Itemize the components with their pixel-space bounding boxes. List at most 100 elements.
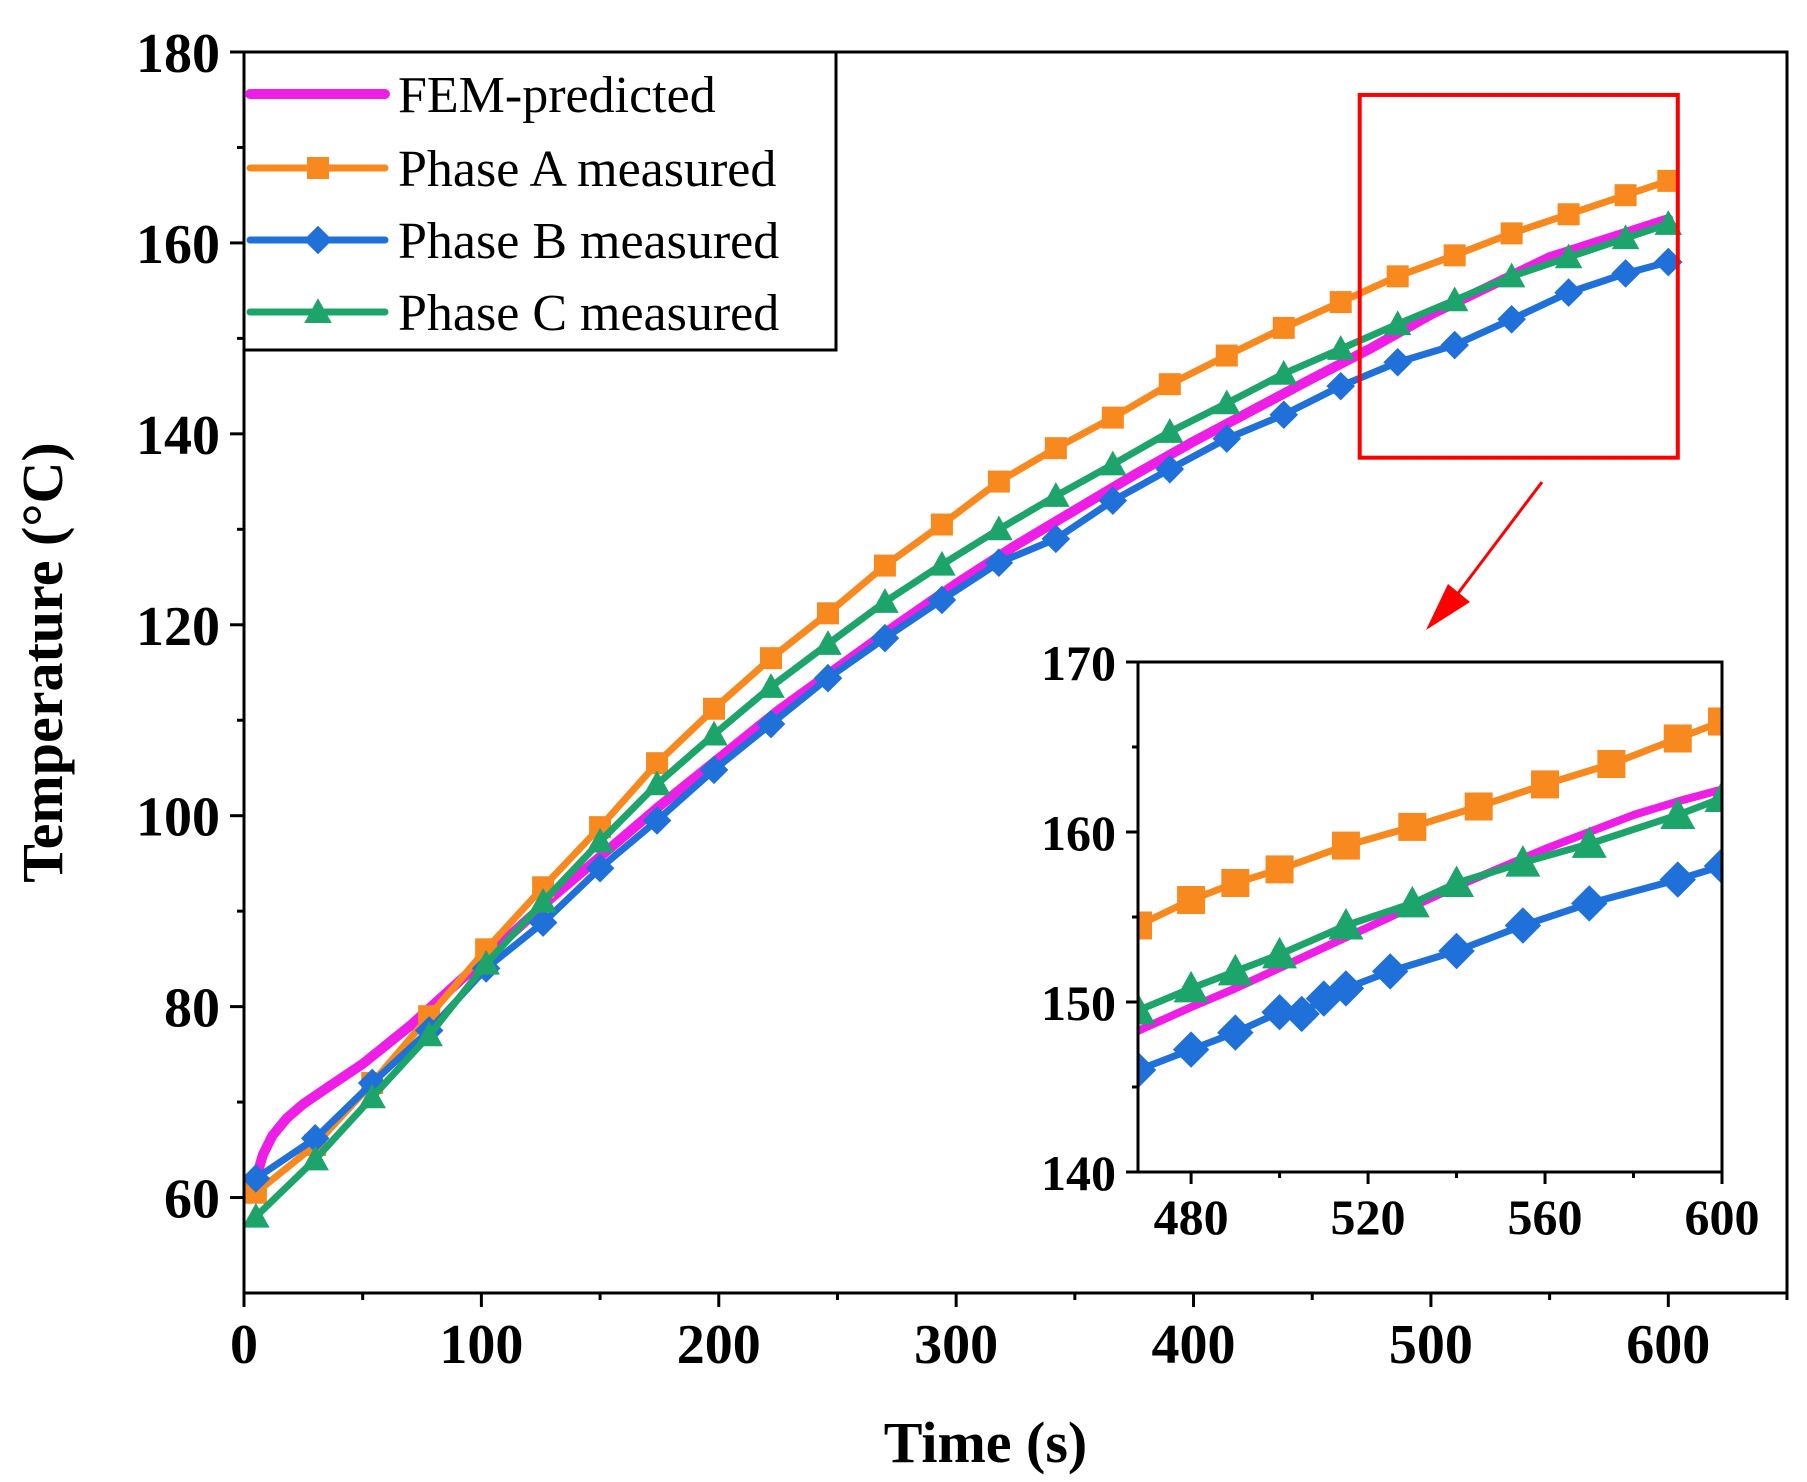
inset-marker-phase-c-measured (1439, 865, 1475, 897)
marker-phase-b-measured (528, 908, 558, 937)
marker-phase-b-measured (1611, 259, 1640, 288)
zoom-arrow-line (1448, 481, 1544, 605)
marker-phase-c-measured (1654, 210, 1683, 235)
legend-label-phase-c-measured: Phase C measured (398, 285, 779, 342)
legend-marker-phase-c-measured (304, 298, 332, 323)
marker-phase-a-measured (1386, 265, 1409, 288)
inset-marker-phase-c-measured (1173, 970, 1209, 1003)
marker-phase-b-measured (1155, 454, 1185, 484)
y-tick-label: 60 (164, 1169, 220, 1231)
x-axis-title: Time (s) (884, 1410, 1088, 1475)
inset-y-tick-label: 170 (1041, 635, 1116, 691)
marker-phase-b-measured (984, 548, 1014, 578)
inset-marker-phase-a-measured (1597, 750, 1626, 778)
legend-box (242, 50, 838, 352)
marker-phase-b-measured (870, 623, 900, 653)
x-tick-label: 600 (1626, 1314, 1710, 1376)
marker-phase-b-measured (699, 755, 729, 785)
marker-phase-a-measured (646, 752, 669, 775)
marker-phase-a-measured (1614, 184, 1637, 207)
marker-phase-b-measured (642, 806, 672, 835)
inset-marker-phase-b-measured (1327, 970, 1365, 1007)
marker-phase-c-measured (358, 1083, 386, 1109)
marker-phase-a-measured (1272, 316, 1295, 339)
inset-marker-phase-c-measured (1138, 993, 1156, 1025)
inset-marker-phase-b-measured (1283, 995, 1320, 1033)
inset-marker-phase-b-measured (1659, 861, 1696, 898)
marker-phase-a-measured (1101, 406, 1124, 429)
inset-plot: 480 520 560 600 140 150 160 170 (1041, 635, 1760, 1245)
x-tick-label: 0 (230, 1314, 258, 1376)
marker-phase-a-measured (1557, 203, 1580, 226)
plot-frame (242, 50, 1789, 1295)
marker-phase-b-measured (927, 585, 957, 615)
marker-phase-a-measured (930, 513, 953, 536)
inset-marker-phase-b-measured (1438, 932, 1475, 970)
legend: FEM-predicted Phase A measured Phase B mea… (242, 50, 838, 352)
inset-marker-phase-c-measured (1262, 936, 1298, 969)
marker-phase-a-measured (1657, 169, 1680, 192)
marker-phase-a-measured (1329, 291, 1352, 314)
marker-phase-b-measured (244, 1164, 271, 1193)
marker-phase-c-measured (244, 1202, 270, 1228)
y-tick-label: 80 (164, 978, 220, 1040)
y-axis-title: Temperature (°C) (10, 442, 75, 882)
y-tick-label: 120 (136, 596, 220, 658)
inset-marker-phase-a-measured (1265, 855, 1294, 884)
marker-phase-b-measured (1269, 400, 1299, 430)
inset-y-tick-label: 150 (1041, 975, 1116, 1031)
main-plot: 0 100 200 300 400 500 600 60 80 100 120 140 160 180 Ti… (10, 23, 1789, 1475)
inset-x-tick-label: 480 (1154, 1189, 1229, 1245)
inset-marker-phase-c-measured (1571, 826, 1607, 858)
marker-phase-c-measured (301, 1145, 329, 1171)
marker-phase-c-measured (1326, 335, 1355, 360)
inset-marker-phase-b-measured (1571, 885, 1608, 922)
inset-marker-phase-b-measured (1138, 1051, 1157, 1089)
marker-phase-c-measured (871, 588, 899, 613)
x-tick-label: 200 (677, 1314, 761, 1376)
marker-phase-c-measured (643, 770, 671, 796)
inset-y-tick-label: 160 (1041, 805, 1116, 861)
x-tick-label: 300 (914, 1314, 998, 1376)
legend-label-phase-b-measured: Phase B measured (398, 213, 779, 270)
marker-phase-c-measured (472, 949, 500, 975)
marker-phase-b-measured (1497, 304, 1526, 334)
inset-marker-phase-b-measured (1371, 953, 1409, 990)
inset-marker-phase-a-measured (1221, 869, 1250, 897)
marker-phase-b-measured (357, 1068, 387, 1098)
marker-phase-b-measured (300, 1124, 330, 1153)
marker-phase-c-measured (586, 827, 614, 853)
marker-phase-a-measured (1500, 222, 1523, 245)
zoom-box (1357, 92, 1680, 460)
marker-phase-b-measured (1326, 371, 1356, 401)
marker-phase-b-measured (1041, 524, 1071, 554)
inset-x-tick-label: 520 (1331, 1189, 1406, 1245)
legend-marker-phase-a-measured (307, 157, 329, 179)
marker-phase-b-measured (1212, 424, 1242, 453)
x-tick-label: 400 (1152, 1314, 1236, 1376)
marker-phase-c-measured (1269, 359, 1298, 385)
marker-phase-c-measured (1611, 224, 1640, 250)
inset-marker-phase-c-measured (1660, 797, 1696, 829)
marker-phase-a-measured (703, 697, 726, 720)
inset-marker-phase-b-measured (1172, 1031, 1210, 1068)
inset-plot-area (1138, 662, 1722, 1172)
marker-phase-a-measured (1044, 437, 1067, 460)
marker-phase-a-measured (1158, 373, 1181, 396)
marker-phase-c-measured (1440, 286, 1469, 312)
inset-y-tick-label: 140 (1041, 1145, 1116, 1201)
marker-phase-a-measured (244, 1181, 267, 1204)
inset-marker-phase-a-measured (1663, 724, 1692, 753)
inset-marker-phase-a-measured (1531, 770, 1560, 799)
marker-phase-c-measured (700, 720, 728, 746)
legend-label-phase-a-measured: Phase A measured (398, 141, 776, 198)
marker-phase-a-measured (873, 554, 896, 577)
marker-phase-a-measured (1215, 344, 1238, 367)
inset-marker-phase-a-measured (1464, 792, 1493, 821)
marker-phase-b-measured (1383, 347, 1412, 377)
marker-phase-b-measured (813, 663, 843, 693)
marker-phase-b-measured (585, 853, 615, 883)
inset-marker-phase-a-measured (1398, 812, 1427, 841)
marker-phase-c-measured (1042, 482, 1070, 507)
